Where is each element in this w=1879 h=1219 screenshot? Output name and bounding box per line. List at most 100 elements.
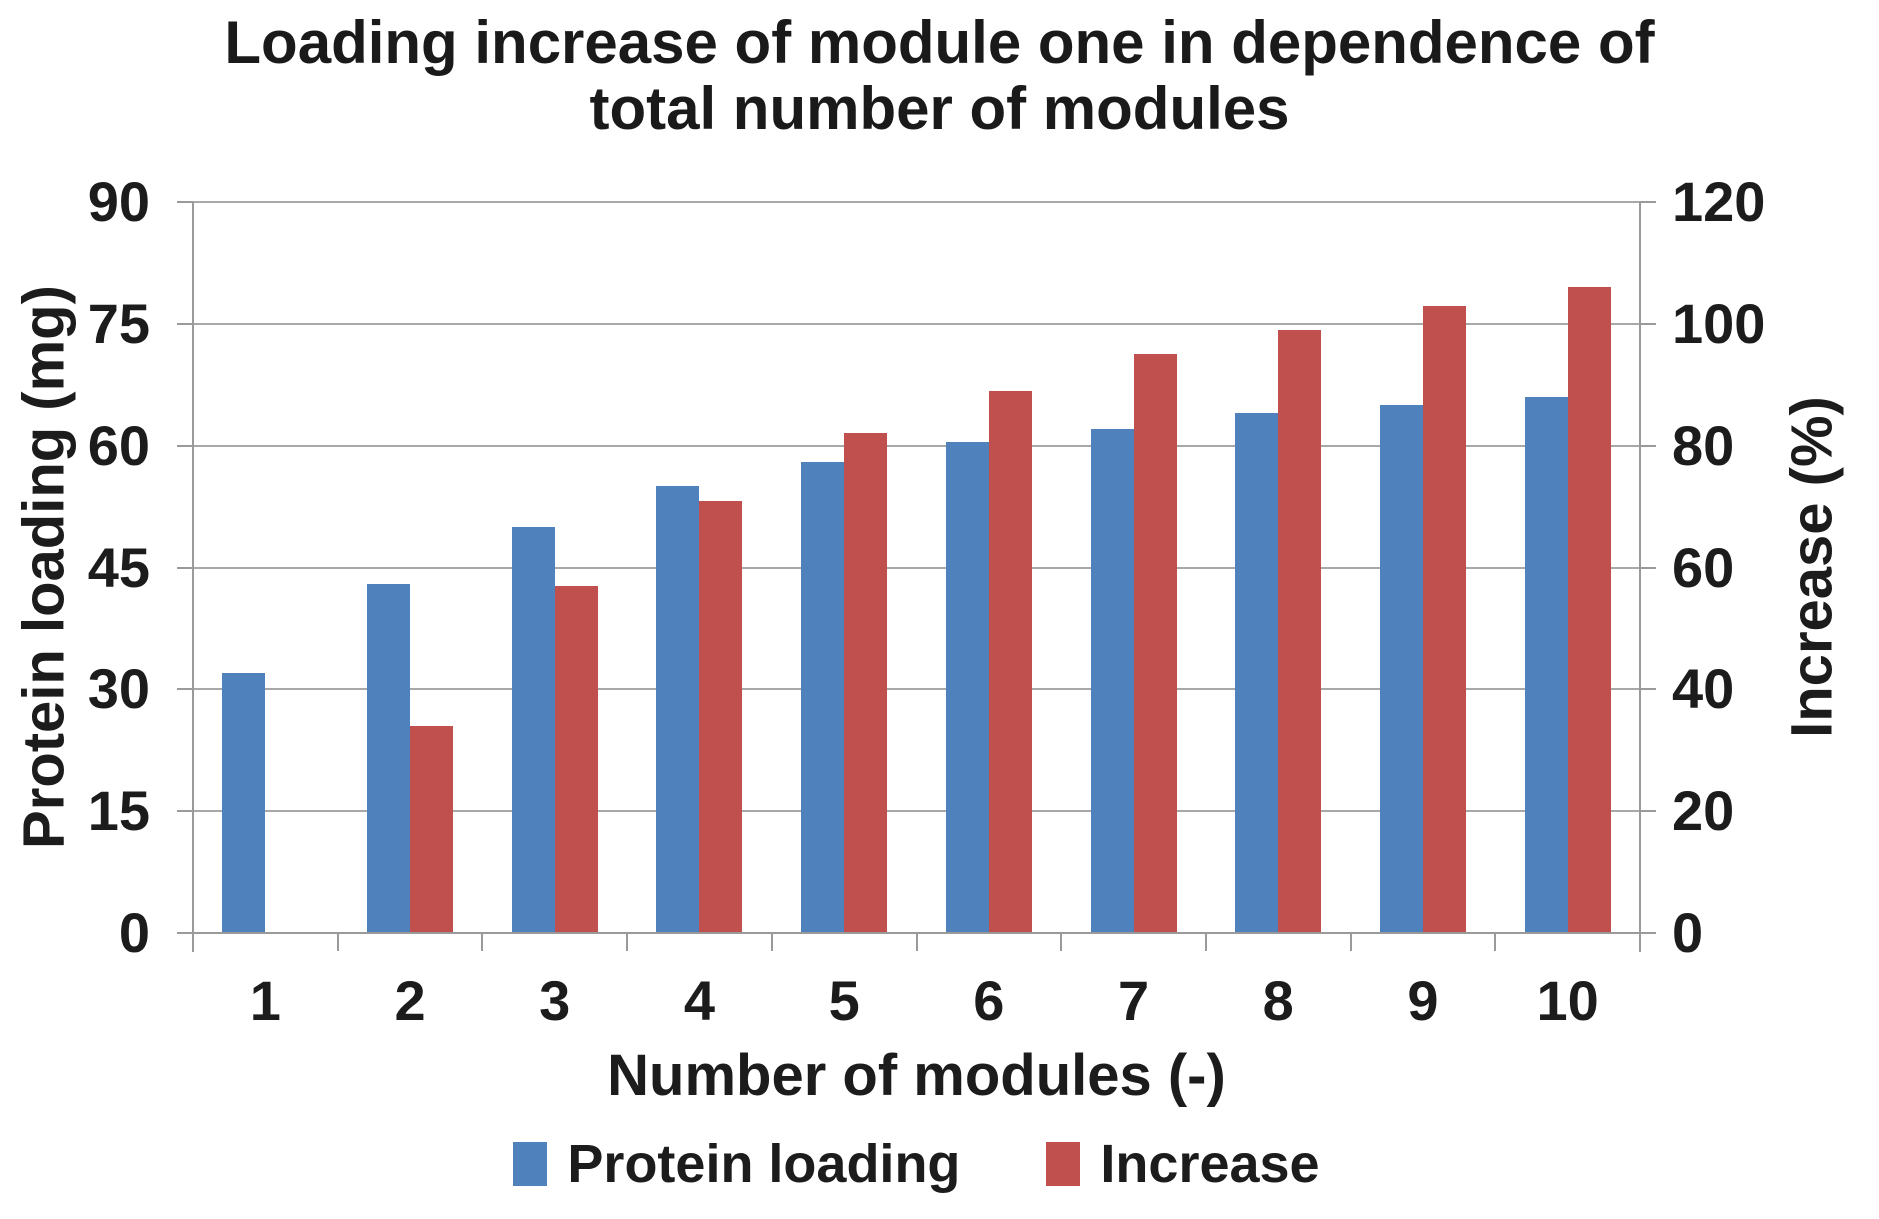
legend-swatch: [513, 1142, 548, 1186]
right-tick-label-100: 100: [1672, 291, 1766, 355]
bar-group-7: [1061, 202, 1206, 933]
bar-group-3: [482, 202, 627, 933]
legend-swatch: [1046, 1142, 1081, 1186]
bar-group-6: [917, 202, 1062, 933]
right-tick-mark: [1640, 322, 1656, 325]
bar-protein-loading: [1090, 429, 1134, 933]
bar-protein-loading: [1524, 396, 1568, 933]
right-tick-label-60: 60: [1672, 535, 1735, 599]
bar-increase: [554, 585, 598, 933]
x-tick-label-6: 6: [973, 969, 1005, 1032]
bar-protein-loading: [222, 673, 266, 933]
x-tick-mark: [915, 933, 918, 951]
bar-group-5: [772, 202, 917, 933]
left-tick-label-75: 75: [87, 291, 150, 355]
x-tick-label-1: 1: [249, 969, 281, 1032]
right-tick-label-120: 120: [1672, 170, 1766, 233]
bar-group-1: [193, 202, 338, 933]
bar-protein-loading: [367, 583, 411, 933]
right-tick-label-40: 40: [1672, 657, 1735, 721]
x-tick-mark: [192, 933, 194, 951]
bar-group-8: [1206, 202, 1351, 933]
left-tick-mark: [177, 688, 193, 691]
x-tick-mark: [1349, 933, 1352, 951]
x-axis-title: Number of modules (-): [607, 1043, 1226, 1108]
left-tick-label-0: 0: [118, 901, 150, 964]
bar-protein-loading: [1379, 405, 1423, 933]
x-tick-mark: [1060, 933, 1063, 951]
bar-protein-loading: [1235, 413, 1279, 933]
plot-area: [193, 201, 1640, 933]
bar-increase: [988, 390, 1032, 933]
x-tick-label-2: 2: [394, 969, 426, 1032]
right-tick-mark: [1640, 201, 1656, 203]
bar-increase: [699, 500, 743, 933]
left-axis-tick-labels: 0 15 30 45 60 75 90: [0, 170, 150, 964]
gridline: [193, 688, 1640, 691]
left-tick-label-60: 60: [87, 413, 150, 477]
left-tick-mark: [177, 566, 193, 569]
right-tick-mark: [1640, 932, 1656, 934]
right-axis-tick-labels: 0 20 40 60 80 100 120: [1672, 170, 1872, 964]
x-tick-label-7: 7: [1117, 969, 1150, 1032]
bar-protein-loading: [945, 441, 989, 933]
left-axis-line: [192, 202, 194, 952]
left-tick-mark: [177, 810, 193, 813]
left-tick-mark: [177, 932, 193, 934]
x-tick-label-9: 9: [1407, 969, 1439, 1032]
bar-increase: [1567, 287, 1611, 933]
x-tick-label-4: 4: [683, 969, 716, 1032]
bar-group-10: [1495, 202, 1640, 933]
gridline: [193, 444, 1640, 447]
right-tick-mark: [1640, 566, 1656, 569]
x-tick-label-3: 3: [539, 969, 571, 1032]
bar-protein-loading: [801, 461, 845, 933]
bar-group-9: [1351, 202, 1496, 933]
x-axis-tick-labels: 1 2 3 4 5 6 7 8 9 10: [193, 966, 1640, 1036]
bar-group-4: [627, 202, 772, 933]
legend: Protein loading Increase: [193, 1124, 1640, 1204]
bar-protein-loading: [511, 526, 555, 933]
gridline: [193, 566, 1640, 569]
left-tick-mark: [177, 444, 193, 447]
left-tick-label-45: 45: [87, 535, 150, 599]
right-tick-mark: [1640, 444, 1656, 447]
gridline: [193, 810, 1640, 813]
chart-title-line-1: Loading increase of module one in depend…: [224, 9, 1655, 76]
chart-title-line-2: total number of modules: [589, 75, 1290, 142]
right-tick-label-0: 0: [1672, 901, 1704, 964]
bar-increase: [1278, 329, 1322, 933]
x-tick-mark: [770, 933, 773, 951]
bar-increase: [844, 433, 888, 933]
right-tick-label-80: 80: [1672, 413, 1735, 477]
x-tick-mark: [1639, 933, 1641, 951]
x-tick-mark: [626, 933, 629, 951]
bar-increase: [410, 725, 454, 933]
left-tick-label-90: 90: [87, 170, 150, 233]
legend-label: Protein loading: [567, 1134, 961, 1194]
left-tick-label-30: 30: [87, 657, 150, 721]
chart-title: Loading increase of module one in depend…: [0, 10, 1879, 142]
right-tick-mark: [1640, 688, 1656, 691]
legend-label: Increase: [1100, 1134, 1320, 1194]
x-tick-mark: [1494, 933, 1497, 951]
right-tick-label-20: 20: [1672, 779, 1735, 843]
gridline: [193, 201, 1640, 203]
right-tick-mark: [1640, 810, 1656, 813]
x-tick-mark: [1204, 933, 1207, 951]
bar-increase: [1133, 354, 1177, 933]
x-tick-mark: [481, 933, 484, 951]
bar-increase: [1422, 305, 1466, 933]
x-tick-label-5: 5: [828, 969, 860, 1032]
bar-group-2: [338, 202, 483, 933]
bar-protein-loading: [656, 486, 700, 933]
x-tick-label-8: 8: [1262, 969, 1294, 1032]
legend-item-protein-loading: Protein loading: [513, 1134, 960, 1194]
left-tick-mark: [177, 201, 193, 203]
left-tick-mark: [177, 322, 193, 325]
x-tick-mark: [336, 933, 339, 951]
right-axis-line: [1639, 202, 1641, 952]
x-tick-label-10: 10: [1536, 969, 1599, 1032]
legend-item-increase: Increase: [1046, 1134, 1320, 1194]
